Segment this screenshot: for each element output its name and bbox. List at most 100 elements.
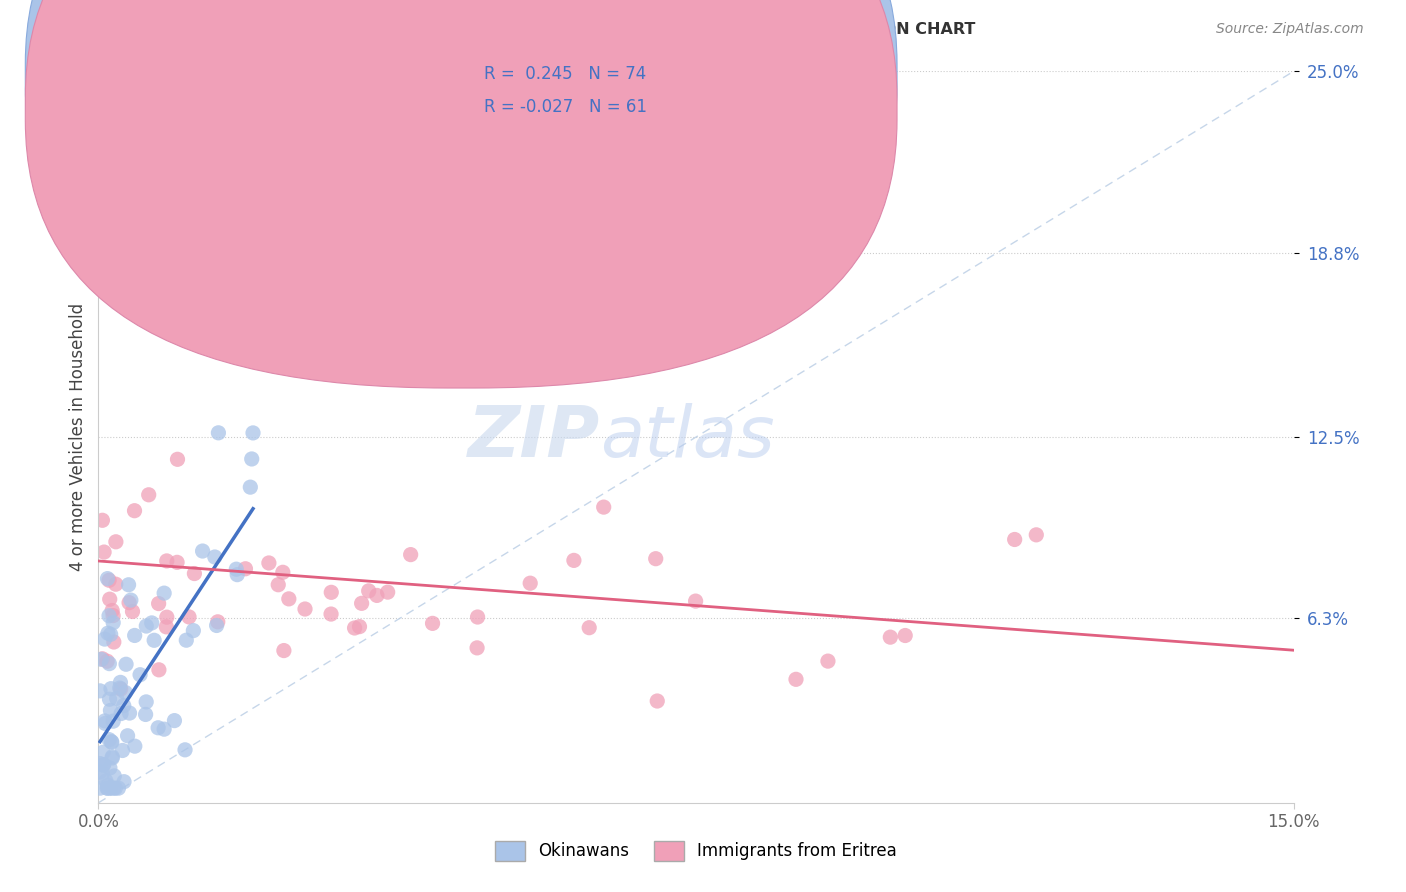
Point xyxy=(273,643,295,657)
Point xyxy=(115,657,138,672)
Point xyxy=(366,589,388,603)
Point xyxy=(294,602,316,616)
Point xyxy=(166,452,188,467)
Legend: Okinawans, Immigrants from Eritrea: Okinawans, Immigrants from Eritrea xyxy=(488,834,904,868)
Point xyxy=(104,577,127,591)
Point xyxy=(117,578,139,592)
Point xyxy=(519,576,541,591)
Point xyxy=(100,781,122,796)
Point xyxy=(98,574,121,588)
Point xyxy=(89,781,111,796)
Point xyxy=(205,618,228,632)
Point xyxy=(235,562,257,576)
Point xyxy=(108,681,131,695)
Point xyxy=(101,714,124,728)
Point xyxy=(110,675,132,690)
Point xyxy=(110,681,132,696)
Point xyxy=(153,586,176,600)
Point xyxy=(879,630,901,644)
Point xyxy=(467,610,489,624)
Point xyxy=(267,578,290,592)
Point xyxy=(124,152,146,166)
Point xyxy=(103,769,125,783)
Point xyxy=(103,635,125,649)
Text: ZIP: ZIP xyxy=(468,402,600,472)
Point xyxy=(239,480,262,494)
Text: R = -0.027   N = 61: R = -0.027 N = 61 xyxy=(484,98,647,116)
Point xyxy=(89,756,111,771)
Point xyxy=(1025,528,1047,542)
Point xyxy=(129,667,152,681)
Point xyxy=(1004,533,1026,547)
Point xyxy=(98,732,121,747)
Point xyxy=(204,549,226,564)
Point xyxy=(321,585,343,599)
Point xyxy=(89,764,111,779)
Point xyxy=(163,714,186,728)
Text: OKINAWAN VS IMMIGRANTS FROM ERITREA 4 OR MORE VEHICLES IN HOUSEHOLD CORRELATION : OKINAWAN VS IMMIGRANTS FROM ERITREA 4 OR… xyxy=(42,22,976,37)
Point xyxy=(343,621,366,635)
Point xyxy=(319,607,342,621)
Point xyxy=(93,632,115,646)
Point xyxy=(155,620,177,634)
Point xyxy=(97,778,120,792)
Point xyxy=(156,610,179,624)
Point xyxy=(96,572,118,586)
Point xyxy=(104,781,127,796)
Point xyxy=(124,628,146,642)
Text: Source: ZipAtlas.com: Source: ZipAtlas.com xyxy=(1216,22,1364,37)
Y-axis label: 4 or more Vehicles in Household: 4 or more Vehicles in Household xyxy=(69,303,87,571)
Point xyxy=(104,534,127,549)
Point xyxy=(183,624,205,638)
Point xyxy=(97,781,120,796)
Point xyxy=(143,633,166,648)
Point xyxy=(101,603,124,617)
Point xyxy=(562,553,585,567)
Point xyxy=(578,621,600,635)
Text: atlas: atlas xyxy=(600,402,775,472)
Point xyxy=(101,735,124,749)
Point xyxy=(785,673,807,687)
Point xyxy=(100,703,122,717)
Point xyxy=(146,721,169,735)
Point xyxy=(91,745,114,759)
Point xyxy=(91,513,114,527)
Point xyxy=(91,758,114,772)
Text: R =  0.245   N = 74: R = 0.245 N = 74 xyxy=(484,65,645,83)
Point xyxy=(114,685,136,699)
Point xyxy=(117,729,139,743)
Point xyxy=(101,749,124,764)
Point xyxy=(156,554,179,568)
Point xyxy=(242,425,264,440)
Point xyxy=(111,743,134,757)
Point xyxy=(148,597,170,611)
Point xyxy=(207,425,229,440)
Point xyxy=(124,739,146,754)
Point xyxy=(107,781,129,796)
Point xyxy=(148,663,170,677)
Point xyxy=(644,551,666,566)
Point xyxy=(98,592,121,607)
Point xyxy=(277,591,299,606)
Point xyxy=(91,652,114,666)
Point xyxy=(592,500,614,515)
Point xyxy=(98,608,121,623)
Point xyxy=(422,616,444,631)
Point xyxy=(135,707,157,722)
Point xyxy=(124,504,146,518)
Point xyxy=(101,615,124,630)
Point xyxy=(105,691,128,706)
Point xyxy=(112,774,135,789)
Point xyxy=(97,626,120,640)
Point xyxy=(94,714,117,728)
Point xyxy=(357,583,380,598)
Point xyxy=(100,681,122,696)
Point xyxy=(150,313,173,327)
Point xyxy=(350,596,373,610)
Point xyxy=(121,605,143,619)
Point xyxy=(399,548,422,562)
Point xyxy=(98,692,121,706)
Point xyxy=(377,585,399,599)
Point xyxy=(120,593,142,607)
Point xyxy=(100,627,122,641)
